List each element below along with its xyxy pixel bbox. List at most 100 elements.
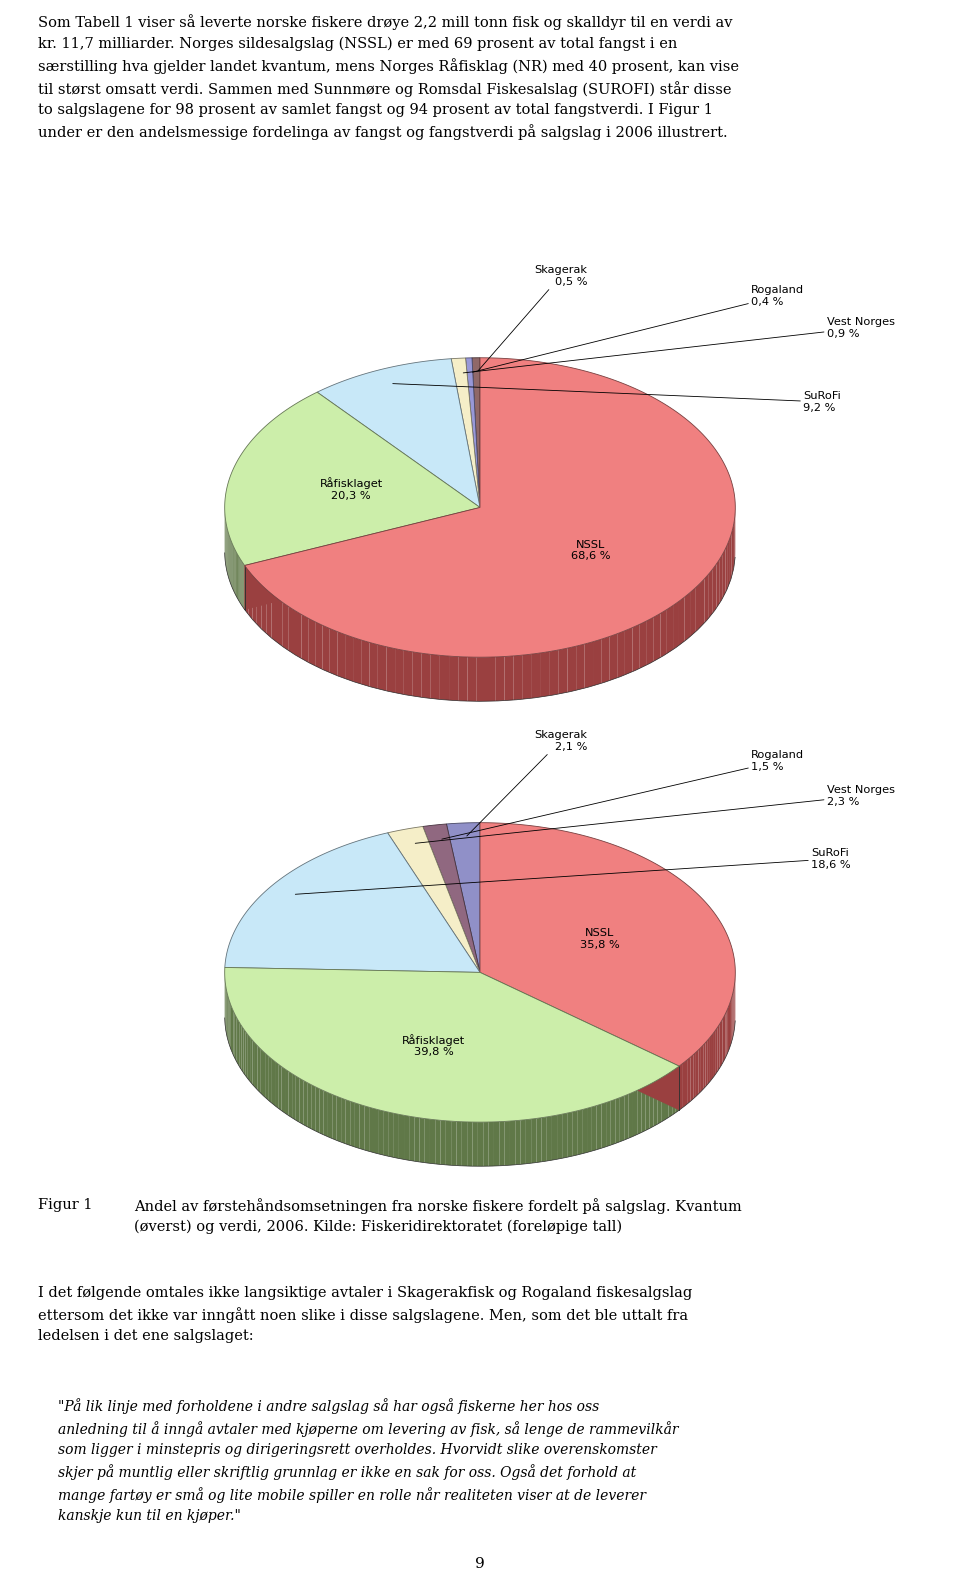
Polygon shape <box>458 657 468 701</box>
Polygon shape <box>245 358 735 657</box>
Polygon shape <box>559 648 567 693</box>
Polygon shape <box>540 651 550 697</box>
Polygon shape <box>238 1020 240 1067</box>
Polygon shape <box>615 1097 620 1144</box>
Text: Rogaland
0,4 %: Rogaland 0,4 % <box>472 285 804 372</box>
Text: NSSL
35,8 %: NSSL 35,8 % <box>580 928 619 949</box>
Polygon shape <box>415 1117 420 1162</box>
Polygon shape <box>480 823 735 1065</box>
Polygon shape <box>225 832 480 972</box>
Polygon shape <box>228 999 229 1046</box>
Polygon shape <box>337 632 345 679</box>
Polygon shape <box>510 1121 516 1165</box>
Polygon shape <box>422 824 480 972</box>
Polygon shape <box>572 1111 577 1157</box>
Text: I det følgende omtales ikke langsiktige avtaler i Skagerakfisk og Rogaland fiske: I det følgende omtales ikke langsiktige … <box>38 1286 693 1343</box>
Polygon shape <box>700 578 705 627</box>
Polygon shape <box>673 602 679 649</box>
Polygon shape <box>639 621 647 668</box>
Polygon shape <box>337 1097 341 1143</box>
Polygon shape <box>547 1116 552 1162</box>
Polygon shape <box>593 640 601 686</box>
Polygon shape <box>303 1081 307 1127</box>
Polygon shape <box>693 1053 696 1098</box>
Polygon shape <box>557 1114 563 1160</box>
Polygon shape <box>440 656 449 700</box>
Polygon shape <box>244 564 245 610</box>
Polygon shape <box>606 1102 611 1147</box>
Polygon shape <box>699 1048 701 1094</box>
Polygon shape <box>413 652 421 697</box>
Polygon shape <box>421 652 431 698</box>
Polygon shape <box>537 1117 541 1163</box>
Polygon shape <box>679 1064 683 1110</box>
Polygon shape <box>315 1087 320 1133</box>
Polygon shape <box>451 358 480 507</box>
Polygon shape <box>441 1121 445 1165</box>
Polygon shape <box>704 1042 706 1089</box>
Text: NSSL
68,6 %: NSSL 68,6 % <box>571 539 611 561</box>
Polygon shape <box>301 615 308 662</box>
Polygon shape <box>728 537 730 588</box>
Polygon shape <box>236 1017 238 1064</box>
Text: "På lik linje med forholdene i andre salgslag så har også fiskerne her hos oss
a: "På lik linje med forholdene i andre sal… <box>58 1398 678 1522</box>
Polygon shape <box>661 1075 665 1122</box>
Polygon shape <box>523 654 532 700</box>
Polygon shape <box>384 1111 389 1157</box>
Polygon shape <box>701 1045 704 1092</box>
Polygon shape <box>597 1105 601 1150</box>
Polygon shape <box>728 1005 729 1053</box>
Polygon shape <box>245 507 480 610</box>
Polygon shape <box>514 656 523 700</box>
Polygon shape <box>246 1032 248 1080</box>
Polygon shape <box>396 649 404 695</box>
Polygon shape <box>676 1065 679 1113</box>
Polygon shape <box>723 1017 724 1064</box>
Polygon shape <box>430 1119 435 1165</box>
Polygon shape <box>714 1029 716 1076</box>
Polygon shape <box>233 1012 235 1057</box>
Polygon shape <box>332 1094 337 1141</box>
Polygon shape <box>489 1122 494 1166</box>
Polygon shape <box>710 1035 712 1081</box>
Polygon shape <box>328 1092 332 1138</box>
Polygon shape <box>526 1119 531 1163</box>
Polygon shape <box>532 652 540 698</box>
Polygon shape <box>690 588 695 637</box>
Polygon shape <box>712 1032 714 1080</box>
Polygon shape <box>379 1110 384 1155</box>
Polygon shape <box>399 1114 404 1160</box>
Polygon shape <box>647 618 654 665</box>
Polygon shape <box>374 1108 379 1154</box>
Polygon shape <box>552 1116 557 1160</box>
Polygon shape <box>404 1116 409 1160</box>
Polygon shape <box>451 1121 457 1166</box>
Polygon shape <box>730 533 732 582</box>
Text: Andel av førstehåndsomsetningen fra norske fiskere fordelt på salgslag. Kvantum
: Andel av førstehåndsomsetningen fra nors… <box>133 1198 741 1234</box>
Polygon shape <box>696 1050 699 1097</box>
Polygon shape <box>462 1122 468 1166</box>
Polygon shape <box>378 645 387 690</box>
Polygon shape <box>240 1023 242 1070</box>
Polygon shape <box>245 507 480 610</box>
Polygon shape <box>480 972 679 1110</box>
Polygon shape <box>345 635 353 681</box>
Polygon shape <box>229 1002 230 1050</box>
Polygon shape <box>289 607 295 654</box>
Polygon shape <box>350 1102 355 1147</box>
Text: Råfisklaget
39,8 %: Råfisklaget 39,8 % <box>402 1034 466 1057</box>
Polygon shape <box>587 1106 592 1152</box>
Text: Skagerak
2,1 %: Skagerak 2,1 % <box>467 730 588 835</box>
Polygon shape <box>283 602 289 651</box>
Polygon shape <box>486 657 495 701</box>
Polygon shape <box>341 1098 346 1144</box>
Polygon shape <box>541 1117 547 1162</box>
Polygon shape <box>516 1121 520 1165</box>
Polygon shape <box>690 1054 693 1102</box>
Polygon shape <box>225 968 679 1122</box>
Polygon shape <box>550 649 559 695</box>
Polygon shape <box>370 1108 374 1152</box>
Polygon shape <box>370 643 378 689</box>
Polygon shape <box>716 559 720 608</box>
Polygon shape <box>261 585 266 634</box>
